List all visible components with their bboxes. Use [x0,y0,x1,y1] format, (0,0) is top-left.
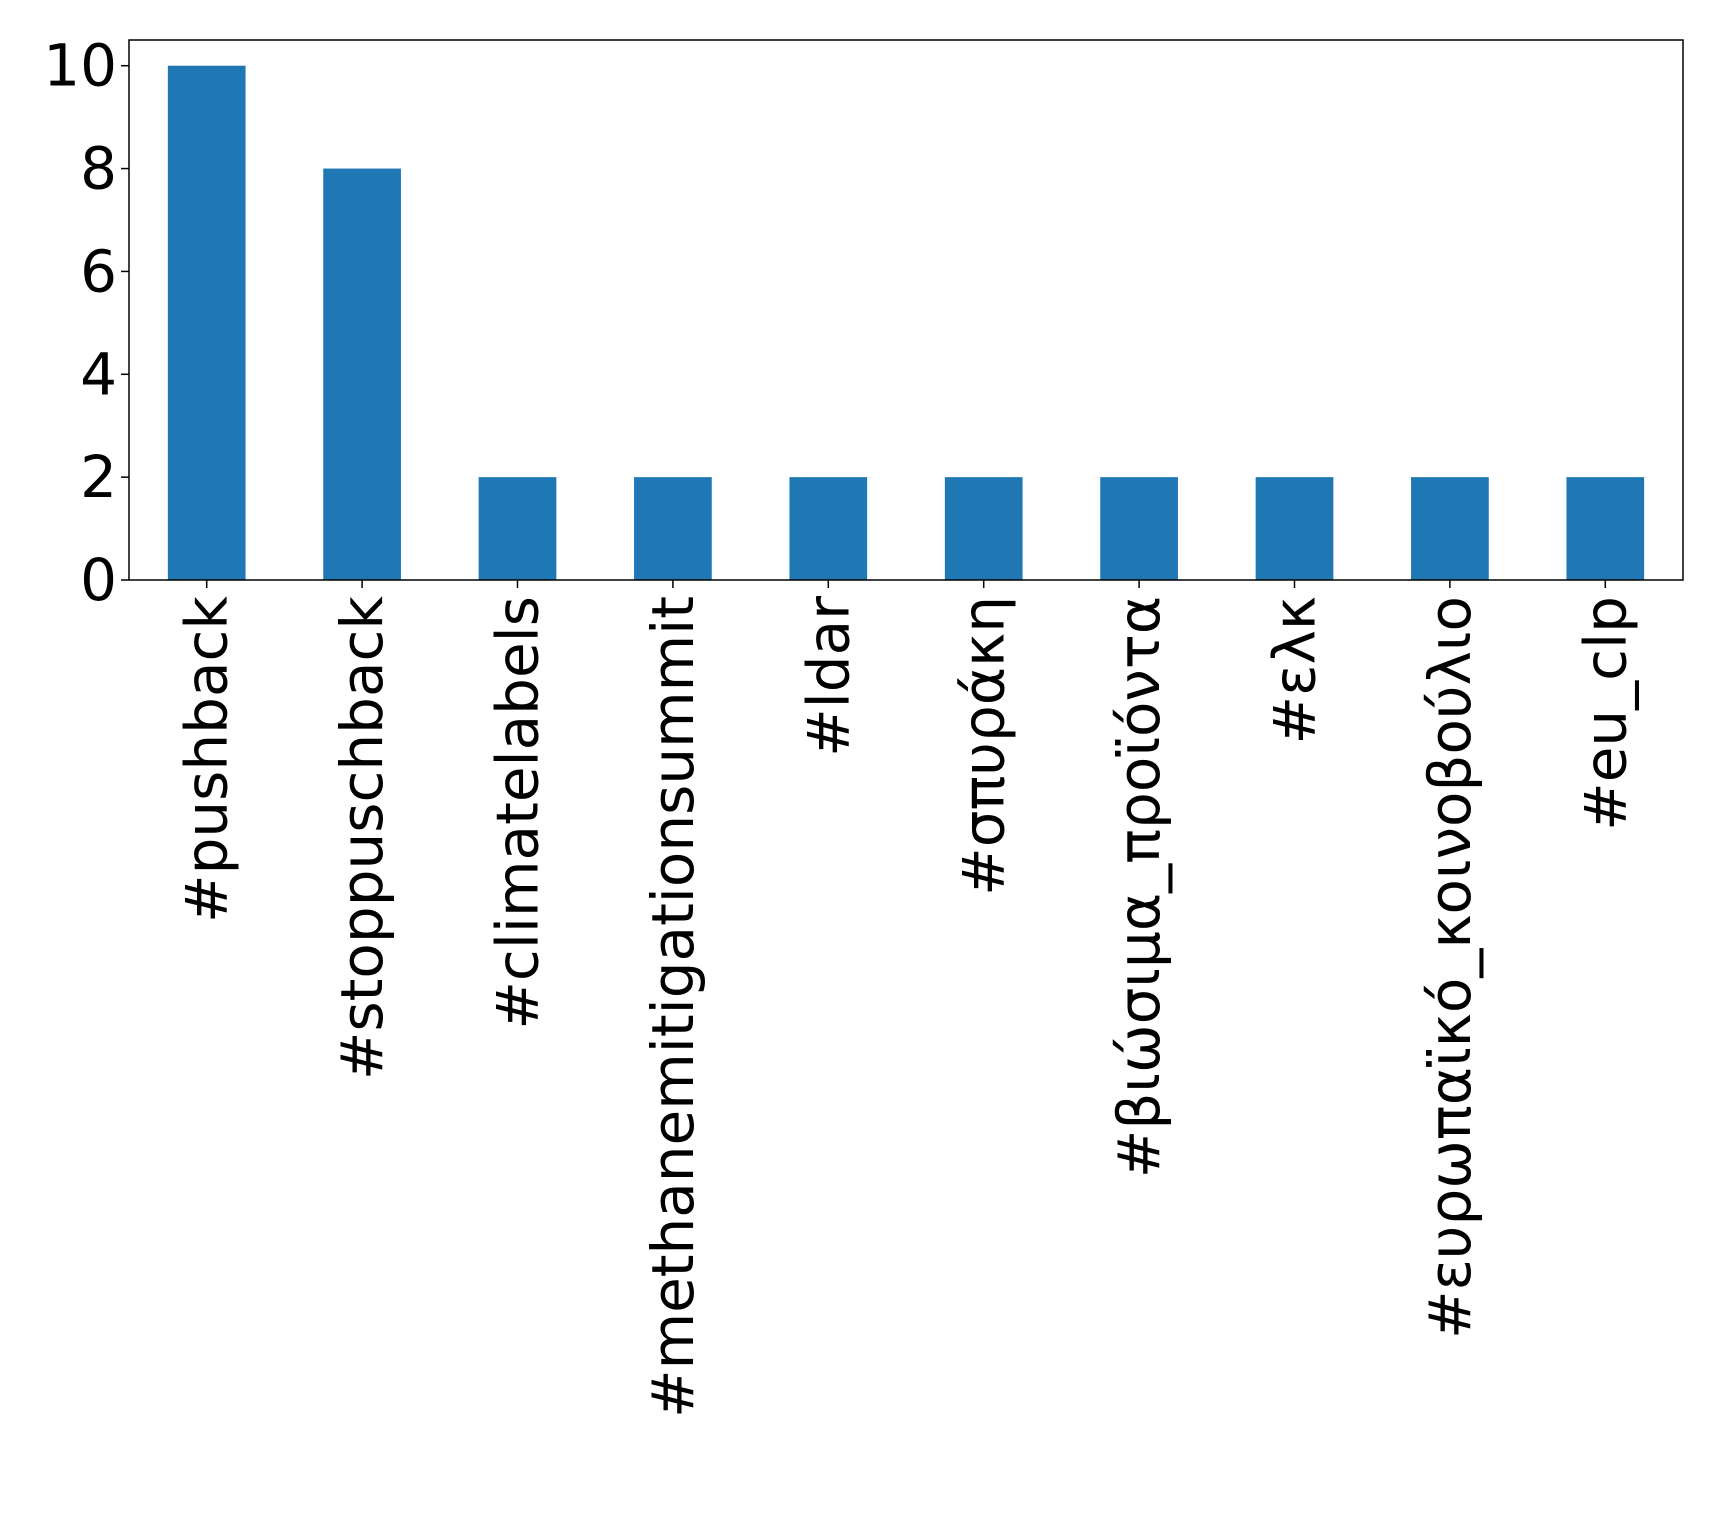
x-tick-label: #stoppuschback [328,596,396,1081]
x-tick-label: #ελκ [1261,596,1329,744]
bar [634,477,712,580]
y-tick-label: 4 [80,340,117,408]
bar [1411,477,1489,580]
x-tick-label: #σπυράκη [950,596,1018,896]
bar [1566,477,1645,580]
x-tick-label: #ευρωπαϊκό_κοινοβούλιο [1416,596,1484,1339]
x-axis: #pushback #stoppuschback #climatelabels #me… [173,580,1639,1418]
bar [323,168,401,581]
x-tick-label: #ldar [794,596,862,757]
y-tick-label: 2 [80,443,117,511]
plot-frame [128,39,1684,581]
bar [167,65,246,580]
bars-group [167,65,1645,581]
bar [944,477,1023,580]
bar [478,477,557,580]
y-tick-label: 6 [80,237,117,305]
x-tick-label: #methanemitigationsummit [639,596,707,1418]
y-tick-label: 0 [80,546,117,614]
x-tick-label: #climatelabels [484,596,552,1030]
bar [789,477,868,580]
x-tick-label: #βιώσιμα_προϊόντα [1105,596,1173,1178]
y-tick-label: 8 [80,135,117,203]
y-axis: 0 2 4 6 8 10 [43,32,129,614]
bar [1100,477,1178,580]
bar [1255,477,1334,580]
x-tick-label: #eu_clp [1571,596,1639,831]
x-tick-label: #pushback [173,596,241,923]
y-tick-label: 10 [43,32,117,100]
